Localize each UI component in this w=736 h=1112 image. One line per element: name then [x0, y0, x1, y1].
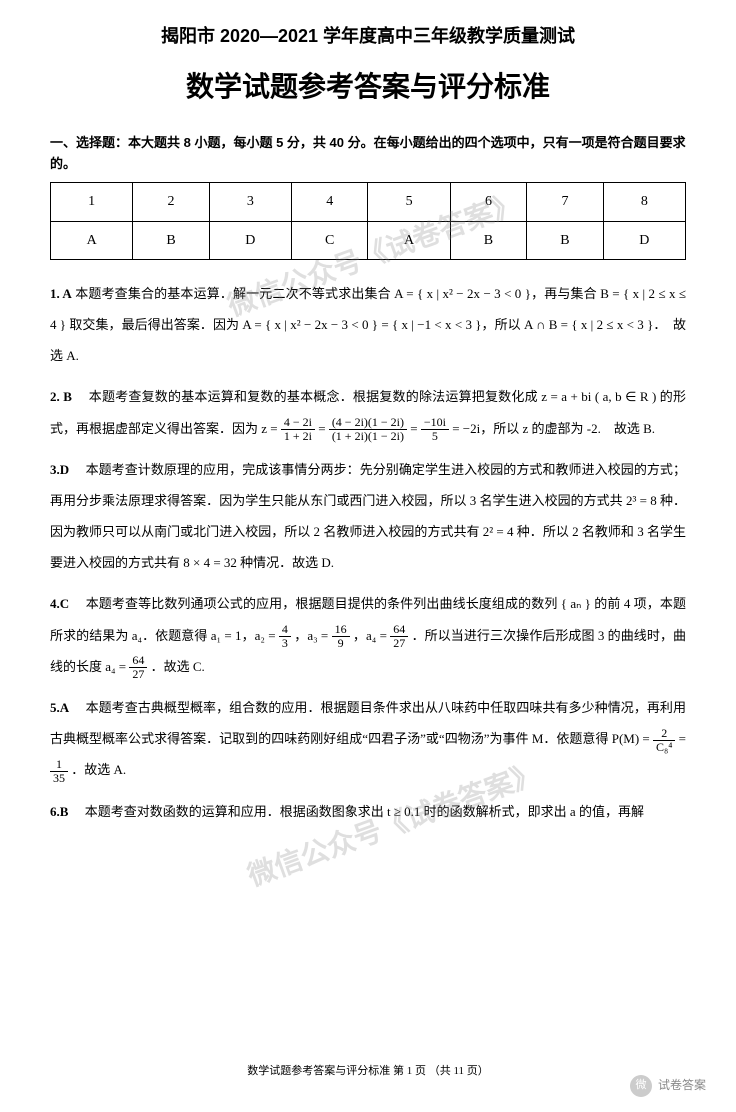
fraction: 43 [279, 623, 291, 650]
question-number: 5.A [50, 700, 69, 715]
fraction: 169 [332, 623, 350, 650]
fraction: 6427 [129, 654, 147, 681]
fraction: −10i5 [421, 416, 449, 443]
wechat-label: 试卷答案 [658, 1075, 706, 1097]
table-cell: 7 [527, 183, 603, 221]
fraction: 6427 [390, 623, 408, 650]
table-cell: 5 [368, 183, 450, 221]
page-footer: 数学试题参考答案与评分标准 第 1 页 （共 11 页） [0, 1062, 736, 1082]
table-cell: B [527, 221, 603, 259]
table-cell: 3 [209, 183, 291, 221]
wechat-icon: 微 [630, 1075, 652, 1097]
explanation-q6: 6.B 本题考查对数函数的运算和应用．根据函数图象求出 t ≥ 0.1 时的函数… [50, 796, 686, 827]
question-number: 2. B [50, 389, 72, 404]
explanation-q3: 3.D 本题考查计数原理的应用，完成该事情分两步：先分别确定学生进入校园的方式和… [50, 454, 686, 579]
table-cell: A [368, 221, 450, 259]
table-cell: 6 [450, 183, 526, 221]
eq-text: = [410, 421, 421, 436]
eq-text: ，a₃ = [294, 628, 331, 643]
question-number: 3.D [50, 462, 69, 477]
explanation-text: 本题考查计数原理的应用，完成该事情分两步：先分别确定学生进入校园的方式和教师进入… [50, 462, 686, 571]
explanation-text: 本题考查对数函数的运算和应用．根据函数图象求出 t ≥ 0.1 时的函数解析式，… [85, 804, 644, 819]
explanation-q4: 4.C 本题考查等比数列通项公式的应用，根据题目提供的条件列出曲线长度组成的数列… [50, 588, 686, 682]
explanation-q2: 2. B 本题考查复数的基本运算和复数的基本概念．根据复数的除法运算把复数化成 … [50, 381, 686, 443]
table-cell: A [51, 221, 133, 259]
table-cell: 2 [133, 183, 209, 221]
eq-text: = [318, 421, 329, 436]
explanation-q1: 1. A 本题考查集合的基本运算．解一元二次不等式求出集合 A = { x | … [50, 278, 686, 372]
table-row: 1 2 3 4 5 6 7 8 [51, 183, 686, 221]
fraction: 4 − 2i1 + 2i [281, 416, 315, 443]
wechat-badge: 微 试卷答案 [630, 1075, 706, 1097]
explanation-text: 本题考查古典概型概率，组合数的应用．根据题目条件求出从八味药中任取四味共有多少种… [50, 700, 686, 746]
question-number: 6.B [50, 804, 68, 819]
explanation-text: = −2i，所以 z 的虚部为 -2. 故选 B. [452, 421, 655, 436]
table-cell: D [209, 221, 291, 259]
fraction: 2C₈⁴ [653, 727, 675, 754]
table-cell: C [291, 221, 367, 259]
table-cell: D [603, 221, 685, 259]
explanation-text: 本题考查集合的基本运算．解一元二次不等式求出集合 A = { x | x² − … [50, 286, 686, 363]
section-1-header: 一、选择题：本大题共 8 小题，每小题 5 分，共 40 分。在每小题给出的四个… [50, 133, 686, 175]
table-cell: 1 [51, 183, 133, 221]
answer-table: 1 2 3 4 5 6 7 8 A B D C A B B D [50, 182, 686, 259]
table-cell: B [133, 221, 209, 259]
table-row: A B D C A B B D [51, 221, 686, 259]
eq-text: ，a₄ = [353, 628, 390, 643]
explanation-text: ．故选 A. [71, 762, 126, 777]
document-title: 数学试题参考答案与评分标准 [50, 62, 686, 112]
fraction: (4 − 2i)(1 − 2i)(1 + 2i)(1 − 2i) [329, 416, 407, 443]
eq-text: = [679, 731, 686, 746]
explanation-text: ．故选 C. [151, 659, 205, 674]
table-cell: 4 [291, 183, 367, 221]
document-header: 揭阳市 2020—2021 学年度高中三年级教学质量测试 [50, 20, 686, 52]
table-cell: B [450, 221, 526, 259]
fraction: 135 [50, 758, 68, 785]
question-number: 1. A [50, 286, 72, 301]
explanation-q5: 5.A 本题考查古典概型概率，组合数的应用．根据题目条件求出从八味药中任取四味共… [50, 692, 686, 786]
table-cell: 8 [603, 183, 685, 221]
question-number: 4.C [50, 596, 69, 611]
